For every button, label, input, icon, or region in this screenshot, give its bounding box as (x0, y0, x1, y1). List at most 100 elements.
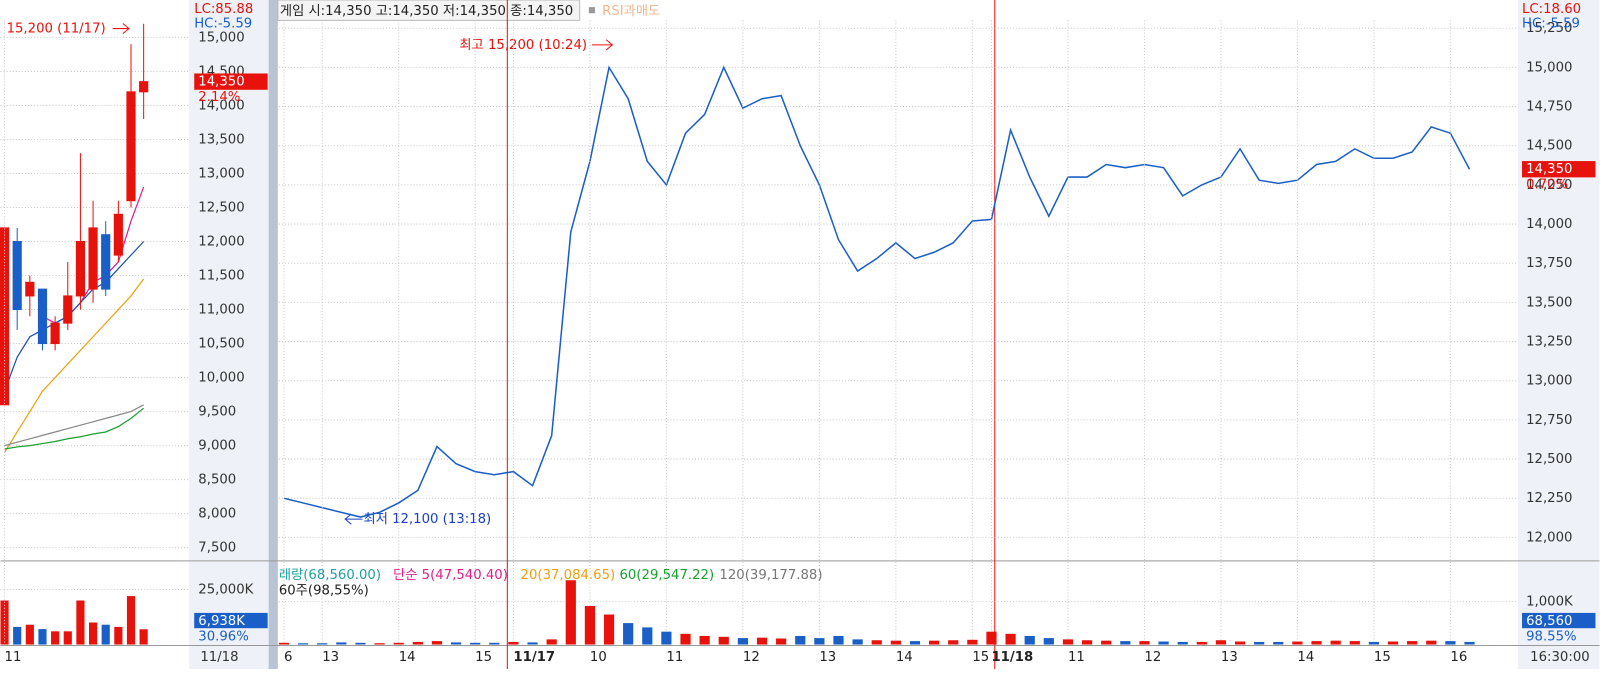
volume-bar (967, 639, 978, 645)
left-high-arrow (112, 23, 130, 35)
volume-pct: 30.96% (198, 629, 249, 644)
volume-bar (114, 626, 123, 645)
y-tick-label: 14,000 (1526, 217, 1572, 232)
x-tick-label: 14 (1297, 650, 1314, 665)
high-arrow (591, 39, 614, 51)
volume-bar (489, 642, 500, 645)
volume-bar (584, 605, 596, 645)
volume-bar (450, 642, 462, 645)
moving-average (3, 241, 145, 392)
volume-bar (776, 638, 787, 645)
y-tick-label: 15,000 (1526, 60, 1572, 75)
x-tick-label: 15 (475, 650, 492, 665)
volume-bar (13, 626, 22, 645)
volume-legend: 단순 5(47,540.40) (393, 567, 508, 583)
hc-label: HC:-5.59 (194, 16, 252, 31)
price-tag-box (194, 73, 268, 90)
volume-bar (1368, 641, 1380, 645)
volume-bar (623, 623, 634, 645)
volume-bar (814, 638, 825, 645)
high-note: 최고 15,200 (10:24) (459, 37, 587, 53)
volume-bar (88, 622, 98, 645)
volume-bar (412, 641, 423, 645)
volume-bar (527, 642, 538, 645)
volume-bar (1043, 638, 1054, 645)
volume-bar (38, 629, 47, 645)
y-tick-label: 12,250 (1526, 491, 1572, 506)
indicator-text: RSI과매도 (602, 3, 660, 19)
left-date: 11/18 (200, 650, 238, 665)
volume-bar (1139, 641, 1150, 645)
header-box (277, 0, 581, 21)
volume-bar (929, 640, 940, 645)
volume-bar (1101, 640, 1112, 645)
x-tick-label: 11 (1068, 650, 1085, 665)
volume-tag: 6,938K (198, 614, 245, 629)
y-tick-label: 8,000 (198, 507, 236, 522)
left-axis-bg (189, 0, 269, 669)
volume-bar (1120, 641, 1131, 645)
volume-bar (63, 631, 72, 645)
volume-bar (1215, 640, 1227, 645)
volume-pct: 98.55% (1526, 629, 1577, 644)
y-tick-label: 15,000 (198, 30, 244, 45)
candle-body (139, 81, 149, 93)
volume-bar (737, 638, 748, 645)
volume-bar (76, 600, 85, 645)
candle-body (12, 240, 22, 311)
volume-bar (642, 627, 653, 645)
x-tick-label: 11/18 (991, 650, 1033, 665)
x-tick-label: 15 (972, 650, 989, 665)
candle-body (0, 227, 10, 406)
volume-bar (1349, 641, 1360, 645)
volume-bar (1273, 641, 1284, 645)
volume-tag-box (1522, 612, 1596, 629)
price-tag: 14,350 (198, 75, 244, 90)
volume-bar (948, 640, 959, 645)
time: 16:30:00 (1530, 650, 1590, 665)
volume-bar (297, 643, 309, 645)
left-high-note: 15,200 (11/17) (7, 22, 106, 37)
volume-bar (603, 614, 615, 645)
volume-bar (374, 643, 385, 645)
volume-bar (1445, 641, 1456, 645)
low-note: 최저 12,100 (13:18) (364, 511, 492, 527)
y-tick-label: 13,000 (1526, 374, 1572, 389)
volume-bar (393, 642, 404, 645)
volume-bar (546, 639, 557, 645)
volume-bar (756, 637, 768, 645)
volume-bar (1062, 639, 1074, 645)
volume-bar (139, 629, 148, 645)
volume-bar (565, 580, 576, 645)
x-tick-label: 13 (819, 650, 836, 665)
x-tick-label: 13 (322, 650, 339, 665)
volume-bar (1254, 641, 1265, 645)
x-tick-label: 12 (1144, 650, 1161, 665)
y-tick-label: 13,500 (1526, 295, 1572, 310)
y-tick-label: 10,500 (198, 337, 244, 352)
volume-bar (833, 635, 844, 645)
y-tick-label: 7,500 (198, 541, 236, 556)
y-tick-label: 12,000 (1526, 530, 1572, 545)
lc-label: LC:18.60 (1522, 2, 1581, 17)
splitter (268, 0, 278, 669)
volume-bar (699, 635, 710, 645)
volume-bar (0, 600, 9, 645)
volume-bar (25, 624, 34, 645)
volume-bar (508, 641, 519, 645)
x-tick-label: 6 (284, 650, 292, 665)
volume-bar (126, 596, 136, 645)
candle-body (75, 240, 86, 297)
volume-bar (278, 642, 290, 645)
volume-bar (986, 631, 997, 645)
volume-bar (909, 641, 921, 645)
moving-average (4, 407, 145, 450)
y-tick-label: 13,000 (198, 166, 244, 181)
y-tick-label: 13,500 (198, 132, 244, 147)
y-tick-label: 9,500 (198, 405, 236, 420)
moving-average (4, 278, 145, 453)
ohlc-text: 게임 시:14,350 고:14,350 저:14,350 종:14,350 (280, 3, 573, 19)
x-tick-label: 15 (1374, 650, 1391, 665)
